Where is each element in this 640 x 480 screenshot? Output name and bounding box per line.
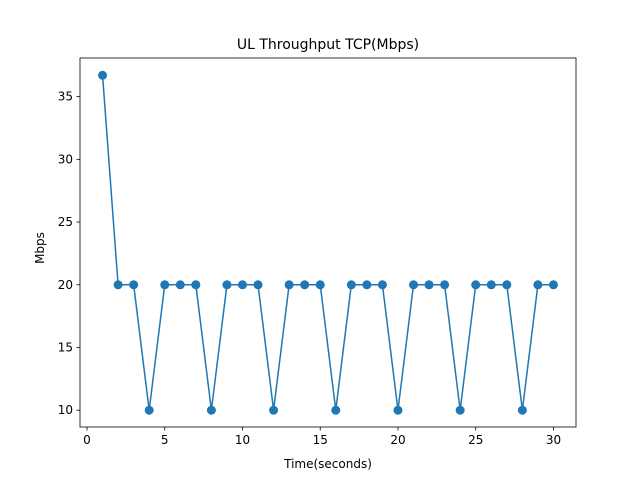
data-point — [393, 405, 403, 415]
x-tick-label: 5 — [161, 433, 169, 447]
data-point — [98, 70, 108, 80]
y-tick-label: 20 — [58, 278, 73, 292]
x-tick-label: 10 — [235, 433, 250, 447]
data-point — [175, 280, 185, 290]
data-point — [331, 405, 341, 415]
y-axis-label: Mbps — [33, 232, 47, 264]
data-point — [253, 280, 263, 290]
data-point — [533, 280, 543, 290]
x-tick-label: 20 — [390, 433, 405, 447]
data-point — [471, 280, 481, 290]
x-axis-label: Time(seconds) — [283, 457, 372, 471]
y-tick-label: 35 — [58, 90, 73, 104]
data-point — [191, 280, 201, 290]
chart-title: UL Throughput TCP(Mbps) — [237, 37, 419, 53]
y-tick-label: 15 — [58, 340, 73, 354]
data-point — [237, 280, 247, 290]
data-point — [548, 280, 558, 290]
data-point — [222, 280, 232, 290]
axes-frame — [79, 57, 577, 428]
data-point — [269, 405, 279, 415]
y-tick-label: 10 — [58, 403, 73, 417]
data-point — [113, 280, 123, 290]
plot-area: 0 5 10 15 20 25 30 10 15 20 25 30 35 — [58, 57, 577, 447]
data-point — [424, 280, 434, 290]
y-tick-label: 25 — [58, 215, 73, 229]
data-point — [346, 280, 356, 290]
data-point — [362, 280, 372, 290]
data-point — [377, 280, 387, 290]
x-tick-label: 25 — [468, 433, 483, 447]
x-tick-label: 0 — [83, 433, 91, 447]
data-point — [517, 405, 527, 415]
data-point — [144, 405, 154, 415]
data-point — [486, 280, 496, 290]
x-tick-label: 15 — [313, 433, 328, 447]
data-point — [160, 280, 170, 290]
data-point — [129, 280, 139, 290]
data-point — [206, 405, 216, 415]
data-point — [300, 280, 310, 290]
data-point — [315, 280, 325, 290]
data-point — [502, 280, 512, 290]
data-point — [440, 280, 450, 290]
data-point — [455, 405, 465, 415]
x-tick-label: 30 — [546, 433, 561, 447]
data-point — [409, 280, 419, 290]
y-tick-label: 30 — [58, 152, 73, 166]
data-point — [284, 280, 294, 290]
